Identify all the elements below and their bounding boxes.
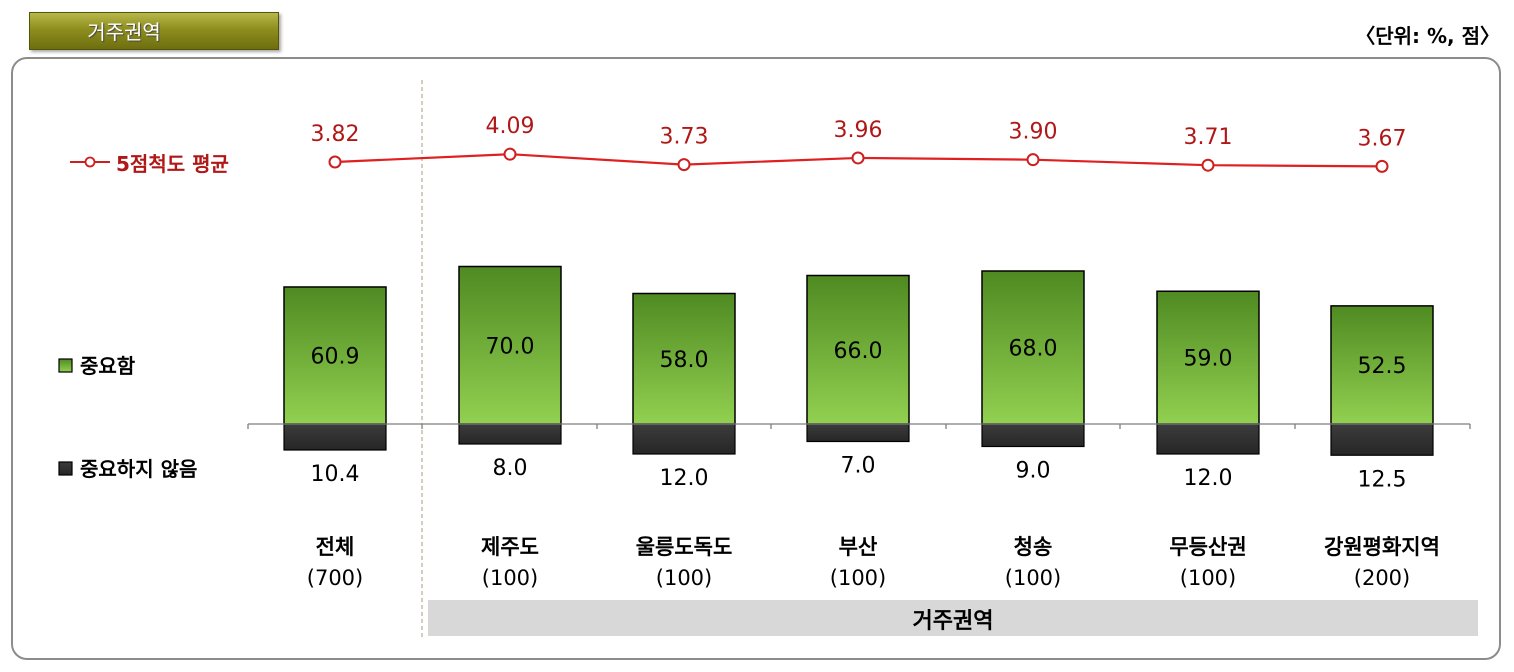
label-not-important-5: 12.0 xyxy=(1184,466,1233,491)
bar-not-important-3 xyxy=(806,423,910,443)
bars-layer xyxy=(283,265,1434,456)
bar-important-3 xyxy=(806,274,910,425)
legend-line-marker xyxy=(84,156,96,168)
category-count-1: (100) xyxy=(482,566,538,590)
bar-not-important-6 xyxy=(1330,423,1434,456)
avg-label-2: 3.73 xyxy=(660,125,709,150)
legend-important-swatch xyxy=(58,358,73,373)
labels-layer: 60.9 10.4 전체 (700) 70.0 8.0 제주도 (100) 58.0 12.0 울릉… xyxy=(307,114,1440,590)
label-important-1: 70.0 xyxy=(486,334,535,359)
category-label-6: 강원평화지역 xyxy=(1324,535,1440,559)
label-not-important-3: 7.0 xyxy=(841,454,876,479)
avg-label-6: 3.67 xyxy=(1358,126,1407,151)
bar-important-4 xyxy=(981,270,1085,425)
avg-point-5 xyxy=(1201,158,1215,172)
avg-label-3: 3.96 xyxy=(834,118,883,143)
category-count-0: (700) xyxy=(307,566,363,590)
label-not-important-0: 10.4 xyxy=(311,462,360,487)
label-important-2: 58.0 xyxy=(660,348,709,373)
category-count-2: (100) xyxy=(656,566,712,590)
label-important-0: 60.9 xyxy=(311,344,360,369)
axis-layer xyxy=(247,423,1471,429)
avg-label-5: 3.71 xyxy=(1184,125,1233,150)
legend-line-label: 5점척도 평균 xyxy=(116,152,229,176)
category-count-6: (200) xyxy=(1354,566,1410,590)
legend-important-label: 중요함 xyxy=(80,354,136,378)
bar-not-important-4 xyxy=(981,423,1085,448)
unit-label: 〈단위: %, 점〉 xyxy=(1355,24,1500,48)
category-count-5: (100) xyxy=(1180,566,1236,590)
category-label-4: 청송 xyxy=(1014,535,1053,559)
category-label-2: 울릉도독도 xyxy=(636,535,733,559)
avg-point-1 xyxy=(503,147,517,161)
line-layer xyxy=(328,147,1389,173)
label-not-important-2: 12.0 xyxy=(660,466,709,491)
legend-not-important-label: 중요하지 않음 xyxy=(80,457,197,481)
avg-label-4: 3.90 xyxy=(1009,120,1058,145)
label-important-3: 66.0 xyxy=(834,339,883,364)
legend-not-important-swatch xyxy=(58,461,73,476)
bar-not-important-1 xyxy=(458,423,562,445)
label-not-important-6: 12.5 xyxy=(1358,467,1407,492)
bar-not-important-2 xyxy=(632,423,736,455)
avg-label-0: 3.82 xyxy=(311,122,360,147)
avg-point-0 xyxy=(328,155,342,169)
chart-frame xyxy=(11,57,1501,660)
label-important-6: 52.5 xyxy=(1358,354,1407,379)
label-not-important-4: 9.0 xyxy=(1016,459,1051,484)
legend: 5점척도 평균 중요함 중요하지 않음 xyxy=(58,152,229,481)
label-not-important-1: 8.0 xyxy=(493,456,528,481)
bar-not-important-5 xyxy=(1156,423,1260,455)
category-count-3: (100) xyxy=(830,566,886,590)
avg-point-4 xyxy=(1026,153,1040,167)
group-label: 거주권역 xyxy=(913,609,994,634)
category-label-0: 전체 xyxy=(316,535,355,559)
bar-important-1 xyxy=(458,265,562,425)
label-important-5: 59.0 xyxy=(1184,347,1233,372)
category-count-4: (100) xyxy=(1005,566,1061,590)
bar-important-5 xyxy=(1156,290,1260,425)
category-label-3: 부산 xyxy=(839,535,878,559)
avg-point-2 xyxy=(677,158,691,172)
avg-point-6 xyxy=(1375,159,1389,173)
bar-important-0 xyxy=(283,286,387,425)
category-label-1: 제주도 xyxy=(481,535,539,559)
avg-point-3 xyxy=(851,151,865,165)
label-important-4: 68.0 xyxy=(1009,337,1058,362)
category-label-5: 무등산권 xyxy=(1169,535,1246,559)
avg-label-1: 4.09 xyxy=(486,114,535,139)
bar-not-important-0 xyxy=(283,423,387,451)
bar-important-6 xyxy=(1330,305,1434,425)
section-badge: 거주권역 xyxy=(29,12,279,50)
group-band xyxy=(428,600,1478,636)
